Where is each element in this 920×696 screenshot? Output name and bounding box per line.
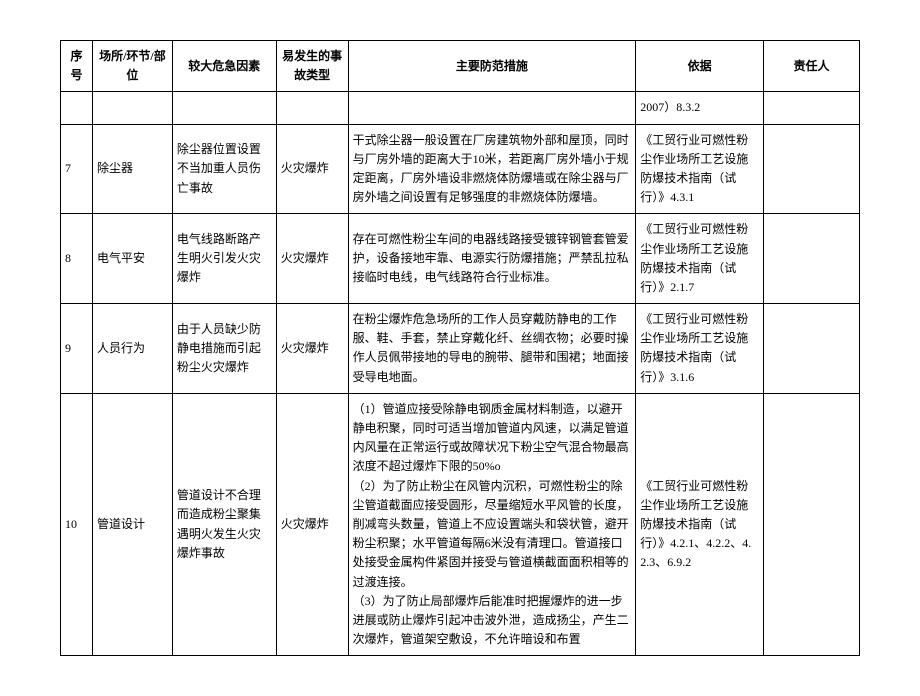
cell-type: 火灾爆炸 xyxy=(276,393,348,655)
cell-person xyxy=(764,124,860,214)
cell-type: 火灾爆炸 xyxy=(276,124,348,214)
cell-measure: 存在可燃性粉尘车间的电器线路接受镀锌钢管套管爱护，设备接地牢靠、电源实行防爆措施… xyxy=(348,214,636,304)
cell-factor: 管道设计不合理而造成粉尘聚集遇明火发生火灾爆炸事故 xyxy=(172,393,276,655)
table-row: 2007）8.3.2 xyxy=(61,92,860,124)
cell-measure: 在粉尘爆炸危急场所的工作人员穿戴防静电的工作服、鞋、手套，禁止穿戴化纤、丝绸衣物… xyxy=(348,304,636,394)
cell-type xyxy=(276,92,348,124)
cell-measure: 干式除尘器一般设置在厂房建筑物外部和屋顶，同时与厂房外墙的距离大于10米，若距离… xyxy=(348,124,636,214)
col-measure: 主要防范措施 xyxy=(348,41,636,92)
cell-factor: 由于人员缺少防静电措施而引起粉尘火灾爆炸 xyxy=(172,304,276,394)
cell-basis: 《工贸行业可燃性粉尘作业场所工艺设施防爆技术指南（试行）》3.1.6 xyxy=(636,304,764,394)
table-row: 8电气平安电气线路断路产生明火引发火灾爆炸火灾爆炸存在可燃性粉尘车间的电器线路接… xyxy=(61,214,860,304)
cell-seq: 9 xyxy=(61,304,93,394)
cell-factor: 除尘器位置设置不当加重人员伤亡事故 xyxy=(172,124,276,214)
col-place: 场所/环节/部位 xyxy=(92,41,172,92)
cell-basis: 2007）8.3.2 xyxy=(636,92,764,124)
cell-measure: （1）管道应接受除静电钢质金属材料制造，以避开静电积聚，同时可适当增加管道内风速… xyxy=(348,393,636,655)
cell-seq xyxy=(61,92,93,124)
cell-basis: 《工贸行业可燃性粉尘作业场所工艺设施防爆技术指南（试行）》4.2.1、4.2.2… xyxy=(636,393,764,655)
table-row: 10管道设计管道设计不合理而造成粉尘聚集遇明火发生火灾爆炸事故火灾爆炸（1）管道… xyxy=(61,393,860,655)
cell-person xyxy=(764,214,860,304)
cell-seq: 7 xyxy=(61,124,93,214)
cell-basis: 《工贸行业可燃性粉尘作业场所工艺设施防爆技术指南（试行）》2.1.7 xyxy=(636,214,764,304)
table-row: 9人员行为由于人员缺少防静电措施而引起粉尘火灾爆炸火灾爆炸在粉尘爆炸危急场所的工… xyxy=(61,304,860,394)
header-row: 序号 场所/环节/部位 较大危急因素 易发生的事故类型 主要防范措施 依据 责任… xyxy=(61,41,860,92)
col-basis: 依据 xyxy=(636,41,764,92)
cell-place: 人员行为 xyxy=(92,304,172,394)
col-person: 责任人 xyxy=(764,41,860,92)
cell-place: 电气平安 xyxy=(92,214,172,304)
col-seq: 序号 xyxy=(61,41,93,92)
cell-type: 火灾爆炸 xyxy=(276,214,348,304)
cell-place xyxy=(92,92,172,124)
col-type: 易发生的事故类型 xyxy=(276,41,348,92)
cell-factor: 电气线路断路产生明火引发火灾爆炸 xyxy=(172,214,276,304)
cell-measure xyxy=(348,92,636,124)
hazard-table: 序号 场所/环节/部位 较大危急因素 易发生的事故类型 主要防范措施 依据 责任… xyxy=(60,40,860,656)
cell-place: 除尘器 xyxy=(92,124,172,214)
cell-seq: 8 xyxy=(61,214,93,304)
cell-place: 管道设计 xyxy=(92,393,172,655)
cell-person xyxy=(764,393,860,655)
cell-seq: 10 xyxy=(61,393,93,655)
cell-factor xyxy=(172,92,276,124)
col-factor: 较大危急因素 xyxy=(172,41,276,92)
cell-basis: 《工贸行业可燃性粉尘作业场所工艺设施防爆技术指南（试行）》4.3.1 xyxy=(636,124,764,214)
table-row: 7除尘器除尘器位置设置不当加重人员伤亡事故火灾爆炸干式除尘器一般设置在厂房建筑物… xyxy=(61,124,860,214)
cell-type: 火灾爆炸 xyxy=(276,304,348,394)
cell-person xyxy=(764,304,860,394)
cell-person xyxy=(764,92,860,124)
